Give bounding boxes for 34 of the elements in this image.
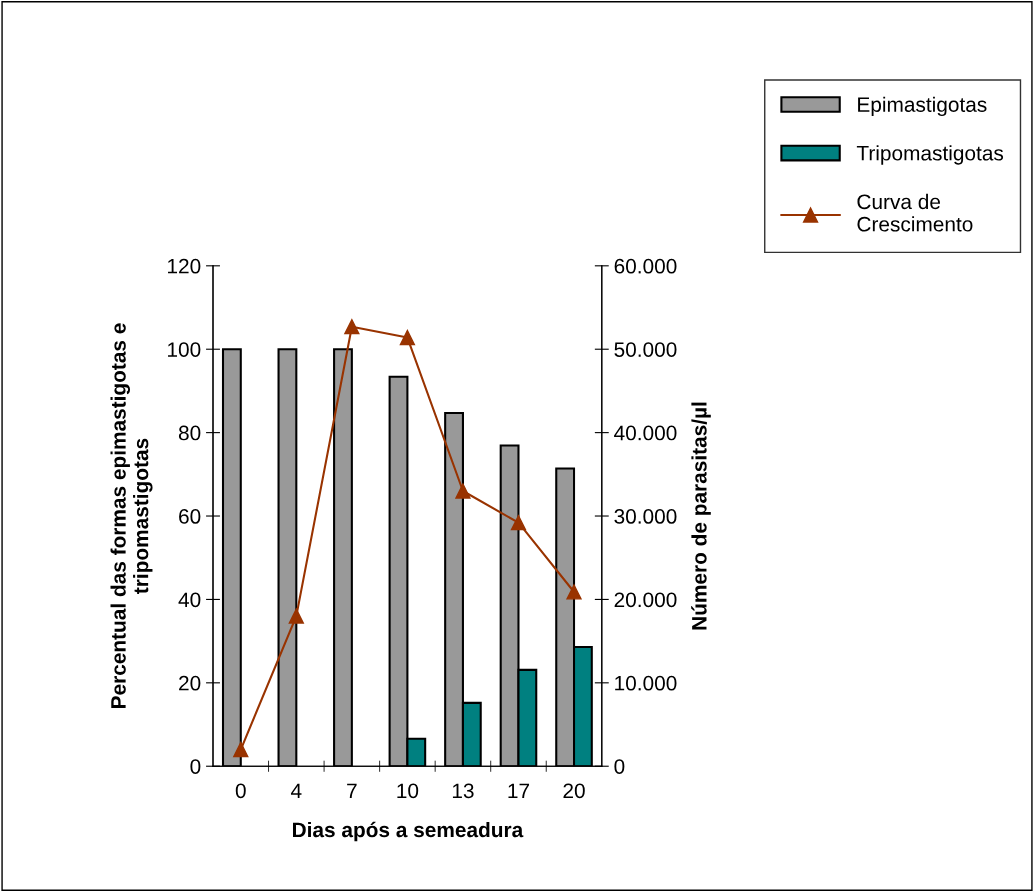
y2-tick-label: 50.000 (614, 342, 677, 357)
point (455, 483, 471, 499)
x-tick-label: 10 (397, 783, 419, 799)
legend-label: Curva de Crescimento (857, 193, 973, 232)
x-tick-label: 0 (235, 783, 246, 799)
y-tick-label: 20 (179, 675, 201, 691)
y2-tick-label: 0 (614, 759, 625, 774)
y-axis-title: Percentual das formas epimastigotas e tripomastigotas (110, 323, 153, 708)
y2-tick-label: 60.000 (614, 258, 677, 274)
x-tick-label: 7 (347, 783, 357, 798)
point (399, 329, 416, 346)
y-tick-label: 60 (179, 509, 201, 524)
x-tick-label: 4 (291, 783, 302, 798)
x-axis-title: Dias após a semeadura (293, 821, 524, 842)
y2-tick-label: 40.000 (614, 425, 677, 441)
point (566, 584, 582, 600)
point (288, 608, 304, 624)
point (344, 319, 360, 335)
y-tick-label: 40 (178, 592, 201, 608)
point (233, 741, 249, 758)
y2-tick-label: 30.000 (614, 509, 677, 524)
y-tick-label: 80 (178, 425, 201, 441)
y-tick-label: 0 (190, 759, 201, 774)
point (510, 515, 527, 531)
y-tick-label: 100 (168, 342, 201, 357)
y2-axis-title: Número de parasitas/µl (691, 402, 711, 630)
x-tick-label: 17 (508, 783, 530, 798)
legend-label: Tripomastigotas (856, 145, 1004, 165)
x-tick-label: 20 (563, 783, 585, 799)
y2-tick-label: 10.000 (615, 675, 677, 691)
y2-tick-label: 20.000 (614, 592, 677, 608)
y-tick-label: 120 (168, 258, 201, 274)
x-tick-label: 13 (452, 783, 474, 799)
legend-label: Epimastigotas (858, 96, 987, 117)
